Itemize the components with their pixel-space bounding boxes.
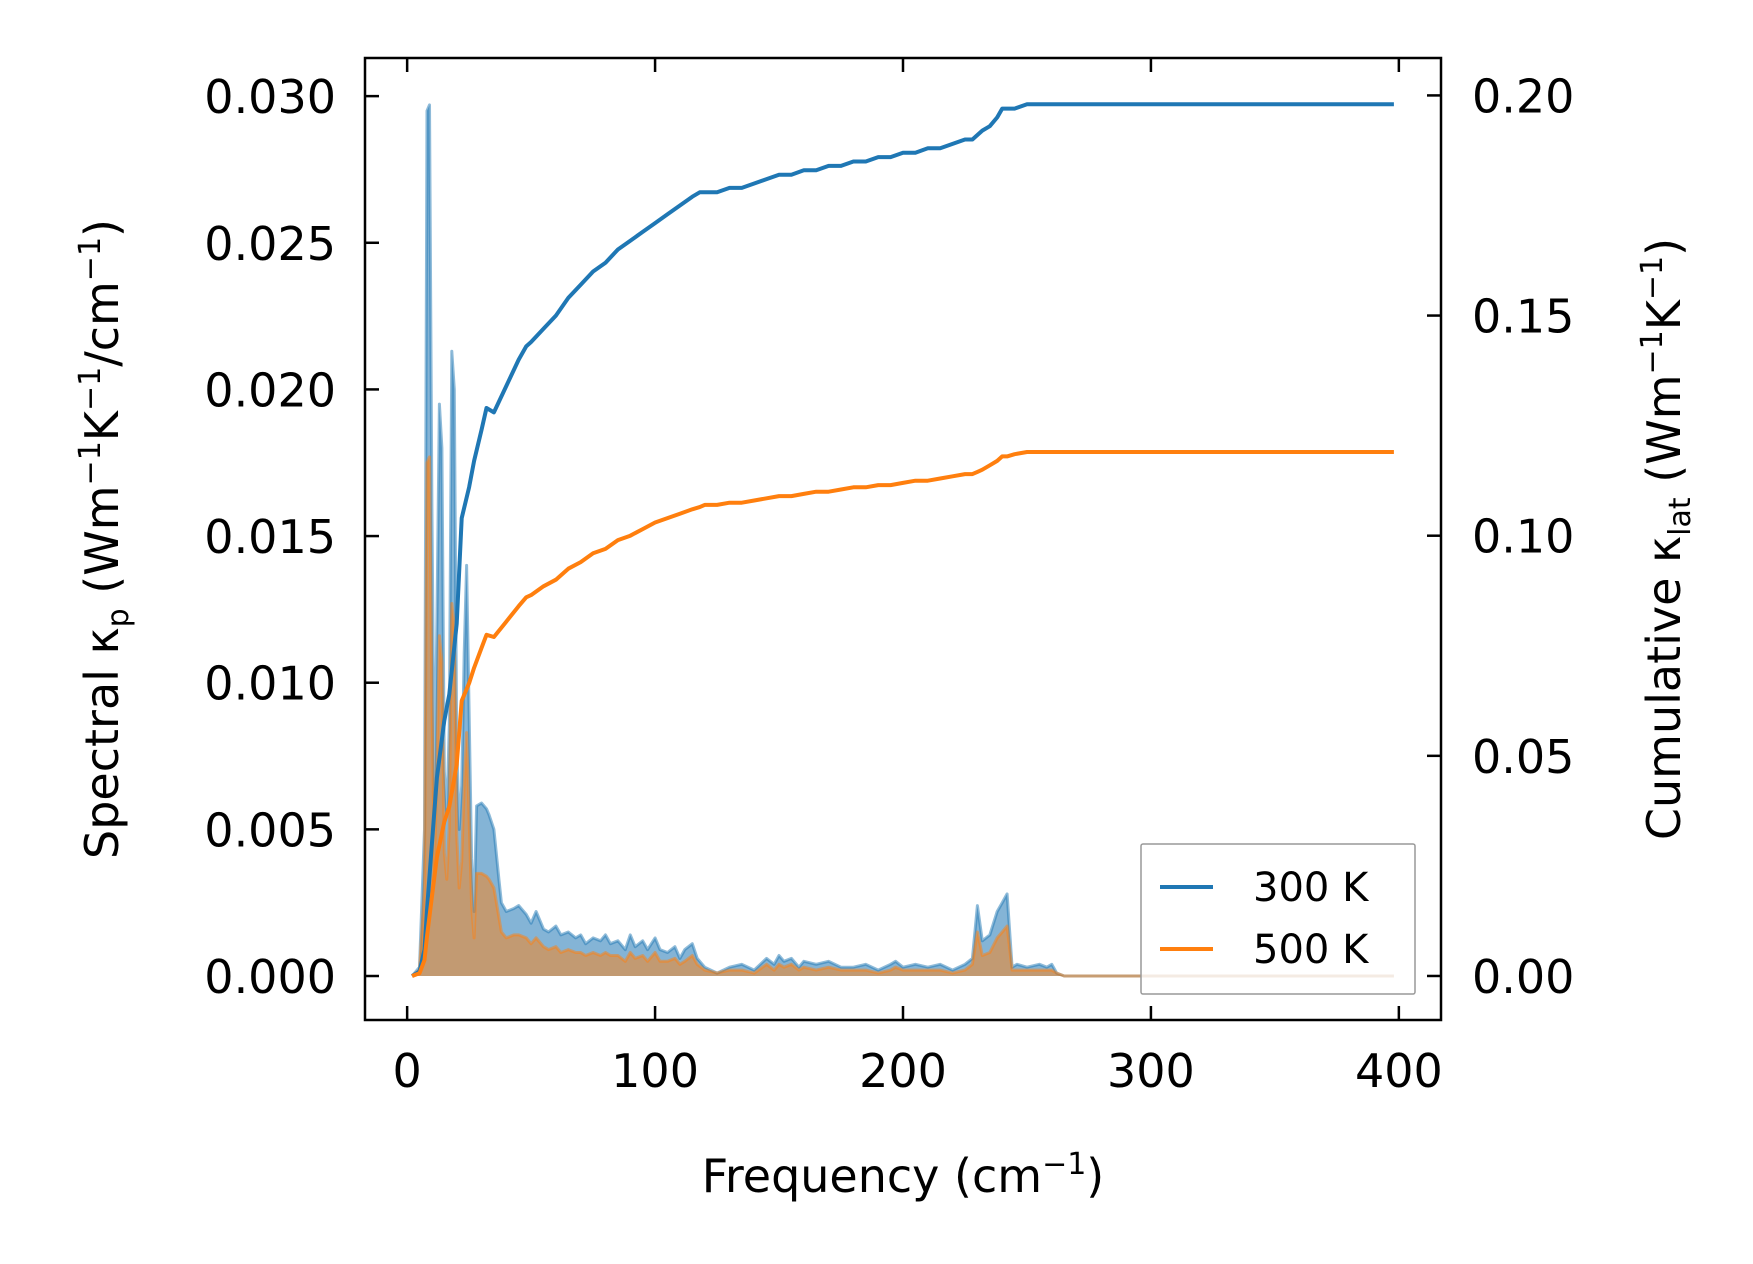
cumulative-line-500k — [411, 450, 1394, 978]
y-left-label-sup1: −1 — [73, 441, 108, 485]
y-left-label-d: /cm — [75, 281, 129, 367]
x-tick-label: 100 — [611, 1044, 699, 1098]
y-left-ticks: 0.000 0.005 0.010 0.015 0.020 0.025 0.030 — [204, 70, 379, 1004]
x-axis-label: Frequency (cm−1) — [702, 1147, 1105, 1203]
x-axis-label-sup: −1 — [1042, 1147, 1086, 1182]
y-right-tick-label: 0.15 — [1472, 290, 1574, 344]
legend-label-300k: 300 K — [1253, 865, 1370, 911]
legend: 300 K 500 K — [1140, 843, 1416, 995]
y-left-axis-label: Spectral κp (Wm−1K−1/cm−1) — [73, 219, 136, 859]
x-axis-label-main: Frequency (cm — [702, 1149, 1042, 1203]
x-tick-label: 300 — [1107, 1044, 1195, 1098]
y-right-label-b: (Wm — [1637, 374, 1691, 497]
y-right-label-sup2: −1 — [1635, 256, 1670, 300]
y-left-label-sub: p — [101, 608, 136, 627]
legend-label-500k: 500 K — [1253, 927, 1370, 973]
y-right-label-c: K — [1637, 298, 1691, 330]
spectral-line-layer — [410, 103, 1394, 978]
y-left-label-sup2: −1 — [73, 367, 108, 411]
y-left-label-e: ) — [75, 219, 129, 237]
x-tick-label: 200 — [859, 1044, 947, 1098]
y-left-tick-label: 0.010 — [204, 657, 336, 711]
y-left-label-c: K — [75, 409, 129, 441]
y-left-tick-label: 0.020 — [204, 363, 336, 417]
y-right-axis-label: Cumulative κlat (Wm−1K−1) — [1635, 238, 1698, 840]
cumulative-line-layer — [411, 102, 1394, 978]
y-right-tick-label: 0.20 — [1472, 69, 1574, 123]
y-left-label-sup3: −1 — [73, 237, 108, 281]
cumulative-line-300k — [411, 102, 1394, 978]
y-right-label-d: ) — [1637, 238, 1691, 256]
x-tick-label: 0 — [393, 1044, 422, 1098]
y-right-tick-label: 0.05 — [1472, 730, 1574, 784]
y-right-ticks: 0.00 0.05 0.10 0.15 0.20 — [1427, 69, 1574, 1004]
spectral-line-300k — [410, 103, 1394, 978]
y-left-tick-label: 0.015 — [204, 510, 336, 564]
x-tick-label: 400 — [1355, 1044, 1443, 1098]
y-right-tick-label: 0.10 — [1472, 510, 1574, 564]
y-left-label-a: Spectral κ — [75, 627, 129, 859]
y-left-label-b: (Wm — [75, 485, 129, 608]
x-ticks: 0 100 200 300 400 — [393, 58, 1443, 1098]
y-left-tick-label: 0.000 — [204, 950, 336, 1004]
y-right-label-sup1: −1 — [1635, 330, 1670, 374]
legend-box — [1140, 843, 1416, 995]
y-left-tick-label: 0.030 — [204, 70, 336, 124]
y-right-tick-label: 0.00 — [1472, 950, 1574, 1004]
spectral-line-500k — [411, 455, 1394, 978]
y-right-label-a: Cumulative κ — [1637, 536, 1691, 840]
y-right-label-sub: lat — [1663, 497, 1698, 536]
y-left-tick-label: 0.025 — [204, 217, 336, 271]
y-left-tick-label: 0.005 — [204, 803, 336, 857]
x-axis-label-tail: ) — [1086, 1149, 1104, 1203]
